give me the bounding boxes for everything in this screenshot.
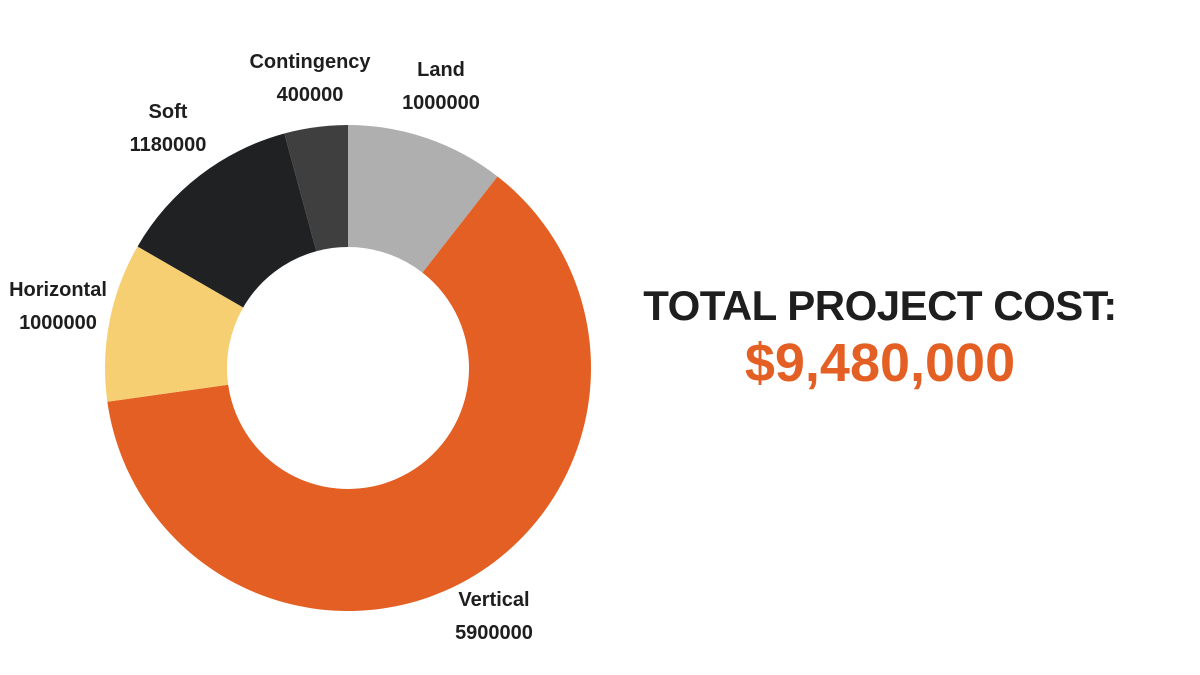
slice-value-vertical: 5900000 — [455, 622, 533, 644]
donut-chart: Land 1000000 Vertical 5900000 Horizontal 1000… — [9, 51, 591, 644]
slice-soft — [137, 133, 317, 308]
slice-land — [348, 125, 498, 273]
slice-horizontal — [105, 246, 244, 402]
slice-labels: Land 1000000 Vertical 5900000 Horizontal 1000… — [9, 51, 533, 644]
slice-value-horizontal: 1000000 — [19, 312, 97, 334]
total-cost-amount: $9,480,000 — [744, 333, 1016, 393]
donut-slices — [105, 125, 591, 611]
slice-label-vertical: Vertical — [458, 589, 529, 611]
slice-value-contingency: 400000 — [277, 84, 344, 106]
slice-label-land: Land — [417, 59, 465, 81]
slice-value-land: 1000000 — [402, 92, 480, 114]
slice-contingency — [284, 125, 348, 252]
slice-label-contingency: Contingency — [249, 51, 371, 73]
slice-vertical — [107, 176, 591, 611]
total-cost-title: TOTAL PROJECT COST: — [643, 282, 1117, 329]
slice-value-soft: 1180000 — [130, 134, 207, 156]
slice-label-horizontal: Horizontal — [9, 279, 107, 301]
total-cost-block: TOTAL PROJECT COST: $9,480,000 — [600, 282, 1160, 394]
slice-label-soft: Soft — [149, 101, 188, 123]
